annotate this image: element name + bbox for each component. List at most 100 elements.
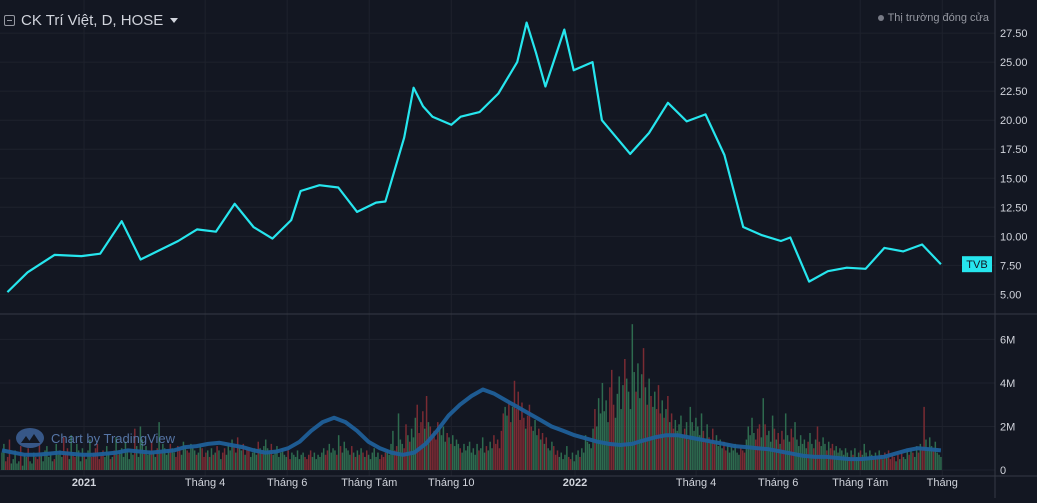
volume-bar bbox=[612, 404, 615, 470]
volume-bar bbox=[876, 456, 879, 470]
volume-bar bbox=[635, 391, 637, 470]
volume-bar bbox=[852, 454, 854, 470]
volume-bar bbox=[539, 439, 542, 470]
volume-bar bbox=[250, 456, 252, 470]
volume-bar bbox=[790, 428, 793, 470]
volume-bar bbox=[893, 456, 895, 470]
volume-bar bbox=[478, 450, 480, 470]
volume-bar bbox=[882, 459, 884, 470]
volume-bar bbox=[515, 409, 518, 470]
volume-bar bbox=[334, 450, 336, 470]
volume-bar bbox=[912, 452, 914, 470]
volume-bar bbox=[702, 430, 705, 470]
volume-bar bbox=[360, 448, 362, 470]
volume-bar bbox=[165, 454, 168, 470]
volume-bar bbox=[691, 422, 693, 470]
volume-bar bbox=[508, 400, 510, 470]
volume-tick-label: 2M bbox=[1000, 421, 1015, 433]
volume-bar bbox=[532, 430, 534, 470]
volume-bar bbox=[319, 456, 321, 470]
volume-bar bbox=[126, 450, 129, 470]
volume-bar bbox=[639, 398, 641, 470]
volume-bar bbox=[590, 448, 592, 470]
volume-bar bbox=[435, 439, 437, 470]
chevron-down-icon[interactable] bbox=[170, 17, 179, 23]
volume-bar bbox=[446, 433, 448, 470]
volume-bar bbox=[498, 448, 501, 470]
volume-bar bbox=[208, 456, 211, 470]
volume-bar bbox=[932, 450, 935, 470]
volume-bar bbox=[152, 452, 155, 470]
volume-bar bbox=[296, 450, 299, 470]
volume-bar bbox=[693, 430, 695, 470]
volume-bar bbox=[607, 422, 609, 470]
volume-bar bbox=[480, 448, 482, 470]
volume-bar bbox=[408, 441, 411, 470]
volume-bar bbox=[345, 448, 347, 470]
volume-bar bbox=[12, 459, 14, 470]
volume-bar bbox=[263, 446, 265, 470]
volume-bar bbox=[730, 446, 733, 470]
volume-bar bbox=[205, 452, 207, 470]
volume-bar bbox=[423, 428, 426, 470]
volume-bar bbox=[261, 452, 263, 470]
volume-bar bbox=[588, 443, 591, 470]
volume-bar bbox=[100, 454, 102, 470]
volume-bar bbox=[452, 435, 454, 470]
volume-bar bbox=[212, 454, 215, 470]
volume-bar bbox=[805, 448, 808, 470]
volume-bar bbox=[326, 450, 329, 470]
volume-bar bbox=[663, 417, 665, 470]
volume-bar bbox=[902, 456, 905, 470]
volume-bar bbox=[403, 448, 405, 470]
symbol-header[interactable]: CK Trí Việt, D, HOSE bbox=[4, 9, 179, 31]
tradingview-logo-icon bbox=[16, 428, 44, 448]
watermark-text[interactable]: Chart by TradingView bbox=[51, 430, 176, 446]
volume-bar bbox=[107, 452, 110, 470]
volume-bar bbox=[622, 385, 624, 470]
volume-bar bbox=[463, 443, 465, 470]
volume-bar bbox=[306, 459, 308, 470]
volume-bar bbox=[826, 450, 828, 470]
volume-bar bbox=[379, 459, 381, 470]
volume-bar bbox=[706, 424, 708, 470]
volume-bar bbox=[1, 452, 3, 470]
volume-bar bbox=[203, 456, 205, 470]
volume-bar bbox=[509, 422, 512, 470]
volume-bar bbox=[857, 452, 860, 470]
volume-bar bbox=[846, 452, 849, 470]
volume-bar bbox=[322, 448, 325, 470]
volume-bar bbox=[915, 446, 918, 470]
volume-bar bbox=[741, 450, 744, 470]
volume-bar bbox=[856, 456, 858, 470]
volume-bar bbox=[72, 454, 74, 470]
volume-ma bbox=[1, 387, 942, 462]
symbol-title[interactable]: CK Trí Việt, D, HOSE bbox=[21, 11, 164, 29]
volume-bar bbox=[225, 454, 228, 470]
volume-bar bbox=[218, 450, 220, 470]
volume-bar bbox=[491, 448, 493, 470]
volume-bar bbox=[547, 448, 549, 470]
collapse-icon[interactable] bbox=[4, 14, 15, 26]
tradingview-watermark[interactable]: Chart by TradingView bbox=[16, 428, 175, 448]
volume-bar bbox=[680, 415, 682, 470]
volume-bar bbox=[538, 428, 540, 470]
volume-bar bbox=[553, 446, 555, 470]
volume-bar bbox=[798, 446, 800, 470]
volume-bar bbox=[865, 452, 867, 470]
volume-bar bbox=[162, 443, 164, 470]
volume-bar bbox=[766, 435, 768, 470]
volume-bar bbox=[221, 452, 224, 470]
volume-bar bbox=[186, 450, 188, 470]
volume-bar bbox=[601, 382, 604, 470]
volume-bar bbox=[762, 398, 764, 470]
volume-bar bbox=[579, 456, 581, 470]
volume-bar bbox=[465, 450, 467, 470]
volume-bar bbox=[91, 456, 93, 470]
volume-bar bbox=[569, 459, 572, 470]
volume-bar bbox=[354, 456, 357, 470]
volume-bar bbox=[341, 452, 344, 470]
volume-bar bbox=[927, 448, 929, 470]
volume-bar bbox=[14, 450, 16, 470]
x-tick-label: Tháng 4 bbox=[676, 477, 716, 489]
